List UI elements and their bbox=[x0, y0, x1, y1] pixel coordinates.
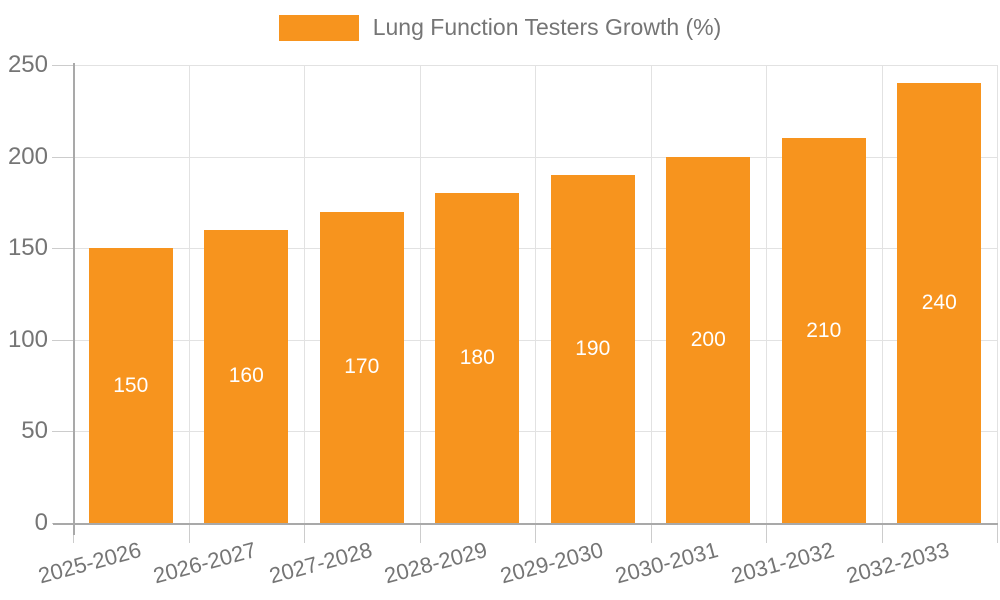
x-axis-label: 2026-2027 bbox=[150, 537, 259, 589]
y-axis-label: 0 bbox=[34, 509, 48, 536]
bar-value-label: 150 bbox=[113, 373, 149, 397]
x-axis-label: 2028-2029 bbox=[381, 537, 490, 589]
x-axis-tick bbox=[997, 523, 998, 543]
bar-2026-2027[interactable]: 160 bbox=[204, 229, 289, 523]
gridline-vertical bbox=[188, 65, 190, 523]
gridline-vertical bbox=[766, 65, 767, 523]
y-axis-label: 50 bbox=[21, 417, 48, 445]
x-axis-tick bbox=[304, 523, 305, 543]
y-axis-line bbox=[73, 63, 75, 535]
x-axis-tick bbox=[535, 523, 536, 543]
gridline-vertical bbox=[304, 65, 305, 523]
bar-2030-2031[interactable]: 200 bbox=[666, 156, 751, 523]
y-axis-tick bbox=[52, 65, 73, 66]
bar-value-label: 210 bbox=[806, 318, 842, 342]
bar-2029-2030[interactable]: 190 bbox=[550, 174, 635, 523]
y-axis-tick bbox=[52, 339, 73, 341]
bar-2032-2033[interactable]: 240 bbox=[897, 83, 982, 523]
bar-2027-2028[interactable]: 170 bbox=[319, 211, 404, 523]
gridline-vertical bbox=[997, 65, 998, 523]
x-axis-label: 2029-2030 bbox=[497, 537, 606, 589]
bar-value-label: 240 bbox=[921, 291, 957, 315]
bar-2025-2026[interactable]: 150 bbox=[88, 248, 173, 523]
bar-value-label: 200 bbox=[690, 327, 726, 351]
bar-value-label: 160 bbox=[228, 364, 264, 388]
x-axis-label: 2025-2026 bbox=[35, 537, 144, 589]
bar-2028-2029[interactable]: 180 bbox=[435, 193, 520, 523]
y-axis-label: 150 bbox=[7, 234, 48, 262]
y-axis-tick bbox=[52, 248, 73, 250]
bar-value-label: 190 bbox=[575, 336, 611, 360]
x-axis-tick bbox=[650, 523, 652, 543]
x-axis-tick bbox=[881, 523, 883, 543]
gridline-vertical bbox=[535, 65, 536, 523]
legend[interactable]: Lung Function Testers Growth (%) bbox=[0, 14, 1000, 41]
gridline-vertical bbox=[881, 65, 883, 523]
y-axis-label: 100 bbox=[7, 325, 48, 353]
y-axis-tick bbox=[52, 156, 73, 158]
bar-value-label: 170 bbox=[344, 355, 380, 379]
bar-value-label: 180 bbox=[459, 346, 495, 370]
gridline-vertical bbox=[650, 65, 652, 523]
x-axis-label: 2027-2028 bbox=[266, 537, 375, 589]
gridline-vertical bbox=[419, 65, 421, 523]
x-axis-tick bbox=[766, 523, 767, 543]
bar-2031-2032[interactable]: 210 bbox=[781, 138, 866, 523]
y-axis-label: 200 bbox=[7, 142, 48, 170]
x-axis-label: 2031-2032 bbox=[728, 537, 837, 589]
y-axis-label: 250 bbox=[7, 51, 48, 78]
x-axis-label: 2030-2031 bbox=[612, 537, 721, 589]
legend-swatch-icon bbox=[278, 14, 359, 41]
x-axis-tick bbox=[188, 523, 190, 543]
x-axis-line bbox=[53, 523, 998, 525]
y-axis-tick bbox=[52, 431, 73, 433]
x-axis-label: 2032-2033 bbox=[843, 537, 952, 589]
legend-label: Lung Function Testers Growth (%) bbox=[372, 14, 722, 40]
x-axis-tick bbox=[419, 523, 421, 543]
